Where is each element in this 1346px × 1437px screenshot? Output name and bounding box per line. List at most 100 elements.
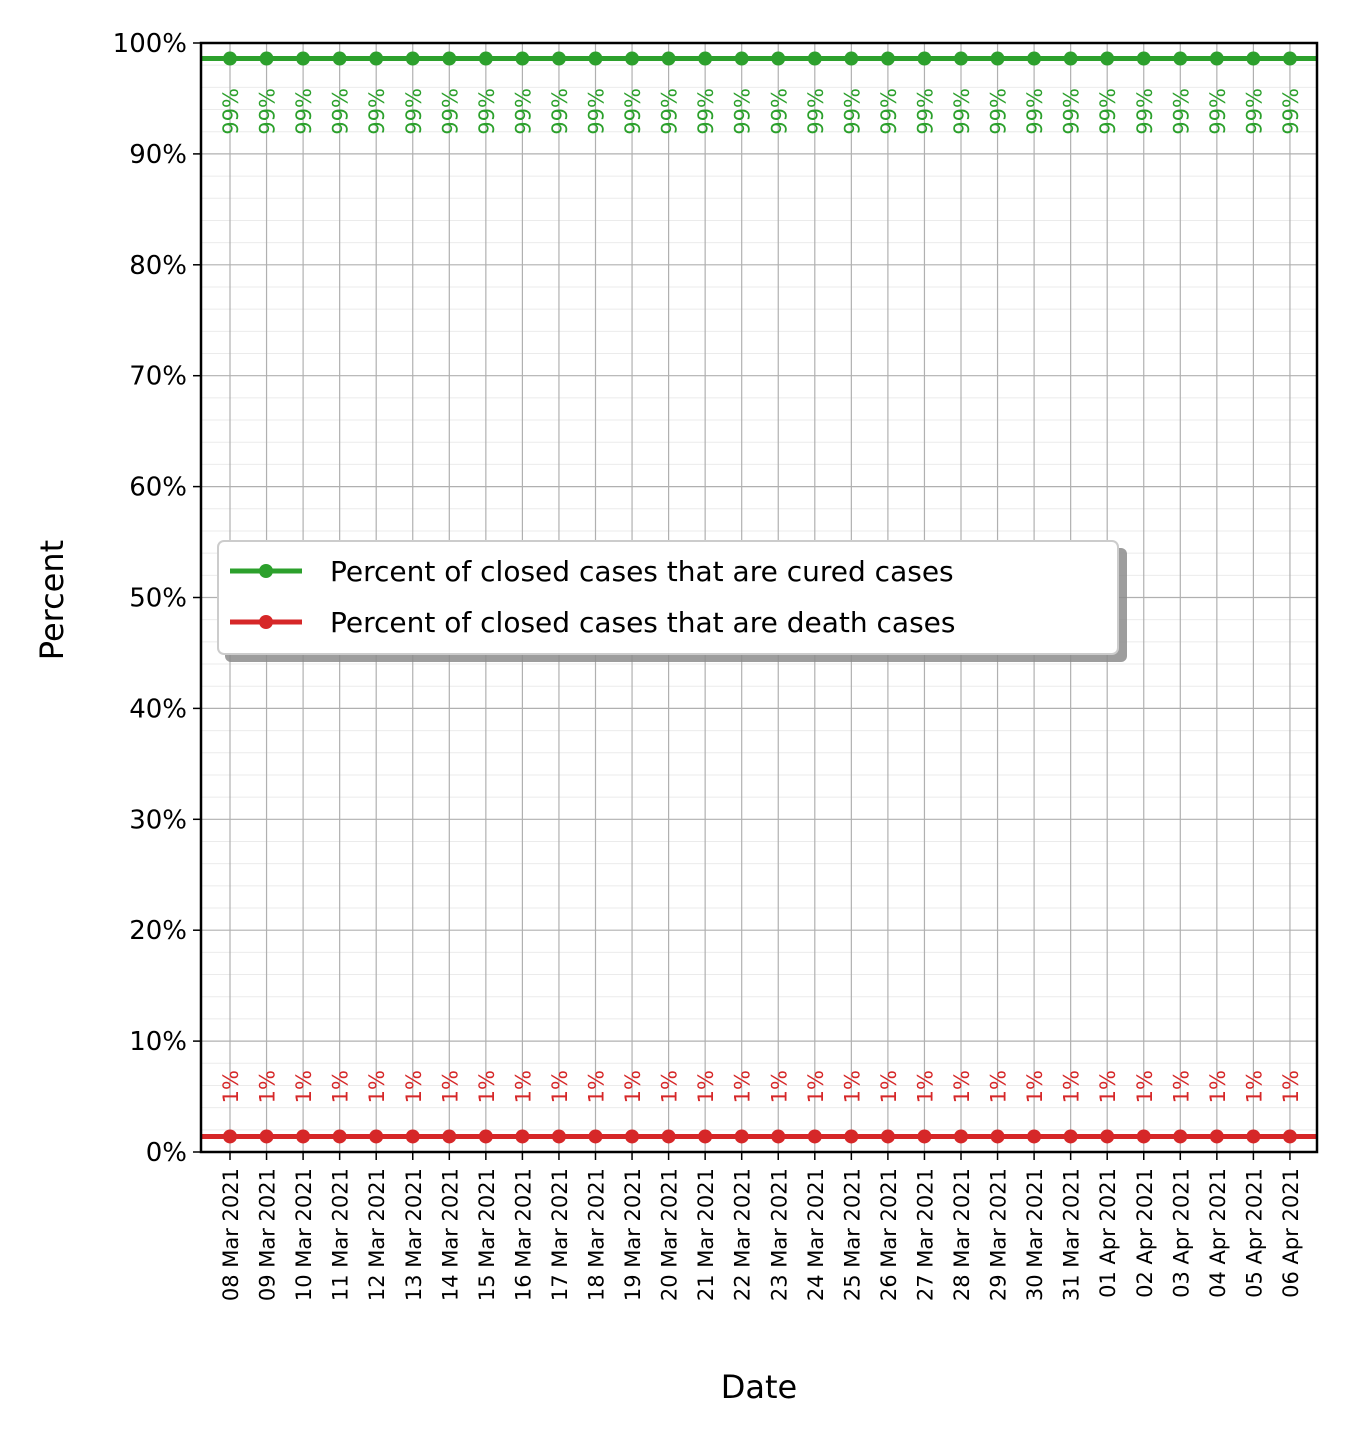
data-point <box>1173 1129 1188 1144</box>
x-tick-label: 28 Mar 2021 <box>950 1168 974 1301</box>
x-tick-label: 23 Mar 2021 <box>767 1168 791 1301</box>
legend: Percent of closed cases that are cured c… <box>217 540 1127 662</box>
data-label: 99% <box>840 88 864 135</box>
data-label: 1% <box>1133 1070 1157 1103</box>
data-point <box>734 51 749 66</box>
data-label: 99% <box>1133 88 1157 135</box>
y-tick-label: 30% <box>129 805 187 835</box>
data-point <box>515 1129 530 1144</box>
legend-label: Percent of closed cases that are cured c… <box>330 555 954 588</box>
data-point <box>259 51 274 66</box>
data-label: 1% <box>438 1070 462 1103</box>
data-label: 1% <box>548 1070 572 1103</box>
x-tick-label: 01 Apr 2021 <box>1096 1168 1120 1298</box>
data-label: 1% <box>256 1070 280 1103</box>
data-point <box>1209 51 1224 66</box>
x-tick-label: 27 Mar 2021 <box>913 1168 937 1301</box>
data-label: 1% <box>402 1070 426 1103</box>
legend-item-2: Percent of closed cases that are death c… <box>230 606 955 639</box>
x-tick-label: 14 Mar 2021 <box>438 1168 462 1301</box>
data-label: 99% <box>256 88 280 135</box>
x-tick-label: 13 Mar 2021 <box>402 1168 426 1301</box>
data-point <box>296 51 311 66</box>
data-point <box>478 1129 493 1144</box>
data-point <box>698 1129 713 1144</box>
x-tick-label: 10 Mar 2021 <box>292 1168 316 1301</box>
y-axis: 0% 10% 20% 30% 40% 50% 60% 70% 80% 90% 100% <box>113 29 201 1168</box>
data-label: 99% <box>511 88 535 135</box>
x-tick-label: 29 Mar 2021 <box>987 1168 1011 1301</box>
data-point <box>1282 51 1297 66</box>
data-point <box>1136 1129 1151 1144</box>
x-tick-label: 11 Mar 2021 <box>329 1168 353 1301</box>
data-label: 99% <box>621 88 645 135</box>
data-point <box>844 1129 859 1144</box>
data-label: 99% <box>292 88 316 135</box>
x-tick-label: 18 Mar 2021 <box>585 1168 609 1301</box>
series-1: 99% 99% 99% 99% 99% 99% 99% 99% 99% 99% 99% 99% 99% 9… <box>201 51 1317 135</box>
data-label: 1% <box>987 1070 1011 1103</box>
data-point <box>661 51 676 66</box>
data-point <box>625 51 640 66</box>
x-tick-label: 26 Mar 2021 <box>877 1168 901 1301</box>
data-label: 1% <box>913 1070 937 1103</box>
data-point <box>661 1129 676 1144</box>
x-tick-label: 02 Apr 2021 <box>1133 1168 1157 1298</box>
data-point <box>1063 1129 1078 1144</box>
data-point <box>844 51 859 66</box>
x-tick-label: 17 Mar 2021 <box>548 1168 572 1301</box>
data-label: 99% <box>1242 88 1266 135</box>
data-point <box>588 1129 603 1144</box>
data-label: 99% <box>1169 88 1193 135</box>
data-point <box>442 1129 457 1144</box>
data-label: 1% <box>1206 1070 1230 1103</box>
data-point <box>807 51 822 66</box>
series-2: 1% 1% 1% 1% 1% 1% 1% 1% 1% 1% 1% 1% 1% 1% 1% 1% 1% 1% 1% 1%… <box>201 1070 1317 1144</box>
y-tick-label: 40% <box>129 694 187 724</box>
data-label: 1% <box>1279 1070 1303 1103</box>
data-point <box>332 1129 347 1144</box>
data-label: 99% <box>402 88 426 135</box>
x-tick-label: 15 Mar 2021 <box>475 1168 499 1301</box>
data-point <box>1136 51 1151 66</box>
data-point <box>223 51 237 66</box>
data-point <box>771 1129 786 1144</box>
data-label: 99% <box>658 88 682 135</box>
data-point <box>990 1129 1005 1144</box>
x-tick-label: 19 Mar 2021 <box>621 1168 645 1301</box>
data-label: 1% <box>1169 1070 1193 1103</box>
data-point <box>1027 51 1042 66</box>
legend-box <box>217 540 1119 655</box>
x-tick-label: 31 Mar 2021 <box>1060 1168 1084 1301</box>
data-label: 1% <box>731 1070 755 1103</box>
x-tick-label: 06 Apr 2021 <box>1279 1168 1303 1298</box>
data-label: 1% <box>292 1070 316 1103</box>
data-point <box>734 1129 749 1144</box>
data-label: 1% <box>950 1070 974 1103</box>
y-tick-label: 90% <box>129 140 187 170</box>
data-point <box>515 51 530 66</box>
x-axis: 08 Mar 2021 09 Mar 2021 10 Mar 2021 11 Mar … <box>219 1152 1303 1301</box>
x-tick-label: 21 Mar 2021 <box>694 1168 718 1301</box>
data-point <box>332 51 347 66</box>
data-label: 99% <box>1060 88 1084 135</box>
data-point <box>405 51 420 66</box>
data-label: 99% <box>731 88 755 135</box>
data-label: 1% <box>511 1070 535 1103</box>
data-point <box>917 51 932 66</box>
data-label: 99% <box>475 88 499 135</box>
data-point <box>442 51 457 66</box>
data-label: 1% <box>877 1070 901 1103</box>
data-point <box>405 1129 420 1144</box>
data-point <box>588 51 603 66</box>
data-label: 99% <box>365 88 389 135</box>
x-tick-label: 22 Mar 2021 <box>731 1168 755 1301</box>
data-point <box>917 1129 932 1144</box>
data-point <box>625 1129 640 1144</box>
data-label: 99% <box>987 88 1011 135</box>
data-label: 99% <box>913 88 937 135</box>
data-label: 99% <box>877 88 901 135</box>
y-tick-label: 100% <box>113 29 187 59</box>
data-label: 99% <box>694 88 718 135</box>
